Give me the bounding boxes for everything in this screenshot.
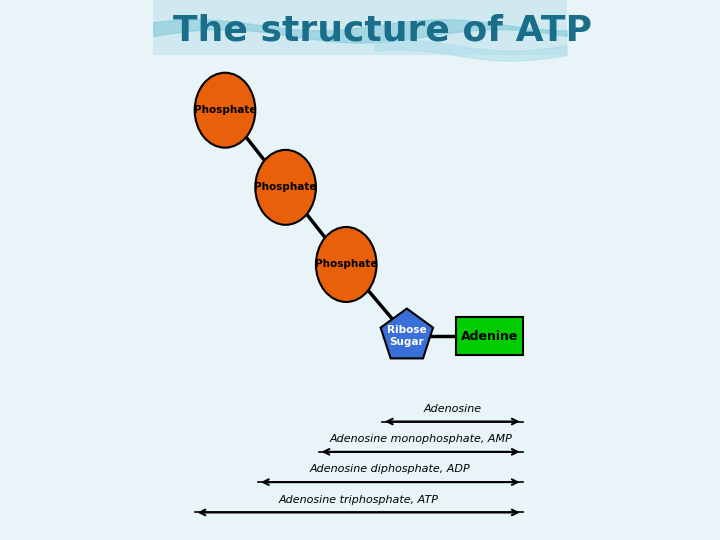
- Text: Adenosine diphosphate, ADP: Adenosine diphosphate, ADP: [310, 464, 471, 475]
- Ellipse shape: [316, 227, 377, 302]
- Text: Phosphate: Phosphate: [194, 105, 256, 115]
- Text: The structure of ATP: The structure of ATP: [173, 14, 592, 48]
- FancyBboxPatch shape: [456, 317, 523, 355]
- Polygon shape: [381, 308, 433, 359]
- Polygon shape: [153, 0, 567, 55]
- Text: Adenosine monophosphate, AMP: Adenosine monophosphate, AMP: [329, 434, 512, 444]
- Ellipse shape: [256, 150, 316, 225]
- Text: Adenine: Adenine: [461, 329, 518, 342]
- Text: Ribose
Sugar: Ribose Sugar: [387, 325, 427, 347]
- Text: Adenosine triphosphate, ATP: Adenosine triphosphate, ATP: [279, 495, 438, 505]
- Text: Adenosine: Adenosine: [423, 404, 482, 414]
- Text: Phosphate: Phosphate: [254, 183, 317, 192]
- Text: Phosphate: Phosphate: [315, 260, 377, 269]
- Ellipse shape: [194, 73, 256, 147]
